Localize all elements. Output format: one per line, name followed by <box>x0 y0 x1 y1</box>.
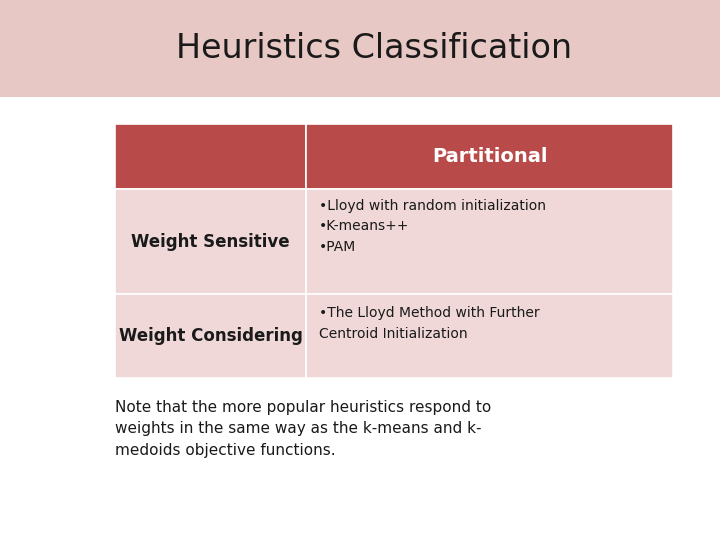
Text: Weight Considering: Weight Considering <box>119 327 302 345</box>
FancyBboxPatch shape <box>306 189 673 294</box>
Text: Note that the more popular heuristics respond to
weights in the same way as the : Note that the more popular heuristics re… <box>115 400 492 458</box>
FancyBboxPatch shape <box>115 189 306 294</box>
Text: Partitional: Partitional <box>432 147 547 166</box>
FancyBboxPatch shape <box>306 294 673 378</box>
Text: •The Lloyd Method with Further
Centroid Initialization: •The Lloyd Method with Further Centroid … <box>319 306 539 341</box>
FancyBboxPatch shape <box>115 124 306 189</box>
FancyBboxPatch shape <box>0 0 720 97</box>
FancyBboxPatch shape <box>115 294 306 378</box>
FancyBboxPatch shape <box>306 124 673 189</box>
Text: Heuristics Classification: Heuristics Classification <box>176 32 572 65</box>
Text: Weight Sensitive: Weight Sensitive <box>131 233 290 251</box>
Text: •Lloyd with random initialization
•K-means++
•PAM: •Lloyd with random initialization •K-mea… <box>319 199 546 254</box>
